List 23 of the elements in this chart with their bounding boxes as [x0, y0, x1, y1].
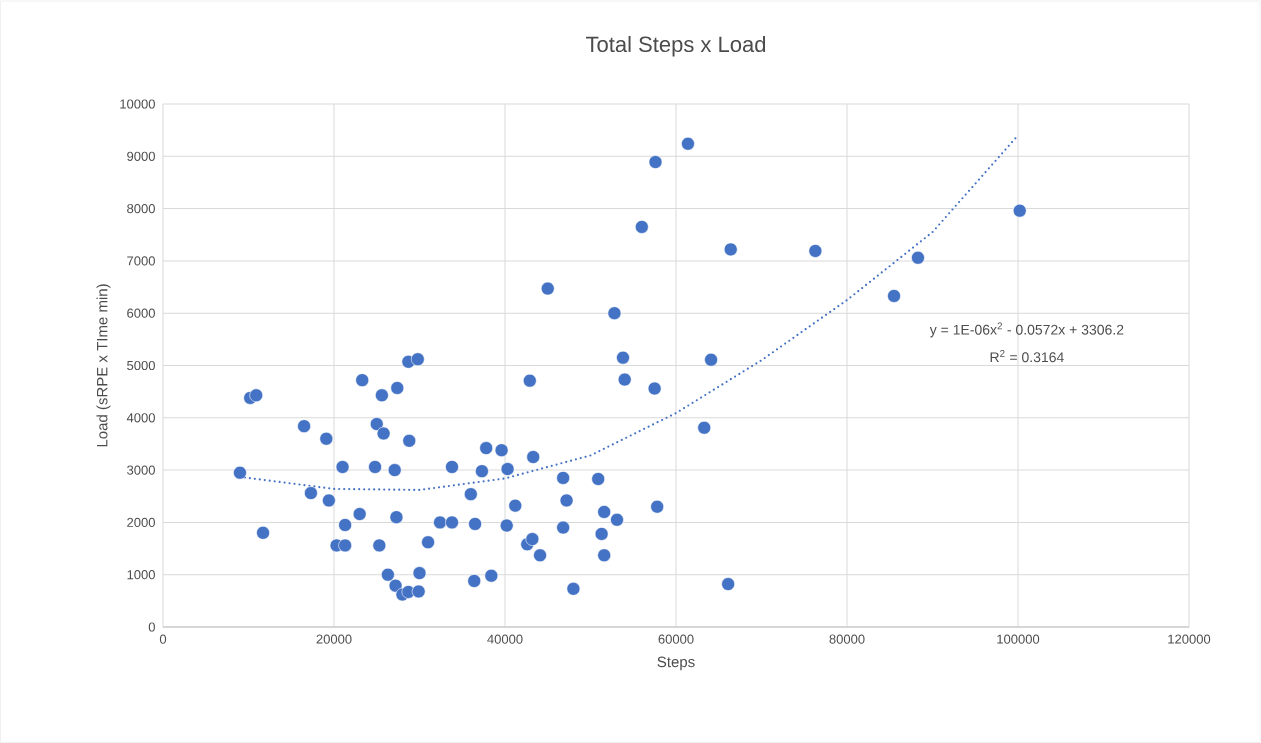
y-tick-label: 0: [148, 622, 155, 632]
y-axis-title: Load (sRPE x TIme min): [96, 284, 111, 447]
y-tick-label: 5000: [127, 360, 155, 371]
x-tick-label: 80000: [829, 634, 865, 644]
x-tick-label: 0: [159, 634, 167, 644]
x-tick-label: 100000: [997, 634, 1040, 644]
y-tick-label: 3000: [127, 465, 155, 475]
y-tick-label: 2000: [127, 517, 155, 527]
annotation: R$^{2}$ = 0.3164: [990, 349, 1064, 363]
y-tick-label: 1000: [127, 570, 155, 580]
y-tick-label: 7000: [127, 256, 155, 266]
y-tick-label: 9000: [127, 151, 155, 161]
x-tick-label: 20000: [316, 634, 352, 644]
annotation: y = 1E-06x$^{2}$ - 0.0572x + 3306.2: [929, 322, 1124, 338]
y-tick-label: 6000: [127, 308, 155, 318]
y-tick-label: 10000: [120, 99, 155, 109]
y-tick-label: 4000: [126, 413, 155, 423]
x-tick-label: 60000: [658, 634, 694, 644]
y-tick-label: 8000: [127, 203, 155, 214]
x-tick-label: 120000: [1168, 634, 1211, 644]
x-tick-label: 40000: [487, 634, 523, 644]
x-axis-title: Steps: [657, 656, 695, 671]
chart-title: Total Steps x Load: [586, 35, 766, 57]
